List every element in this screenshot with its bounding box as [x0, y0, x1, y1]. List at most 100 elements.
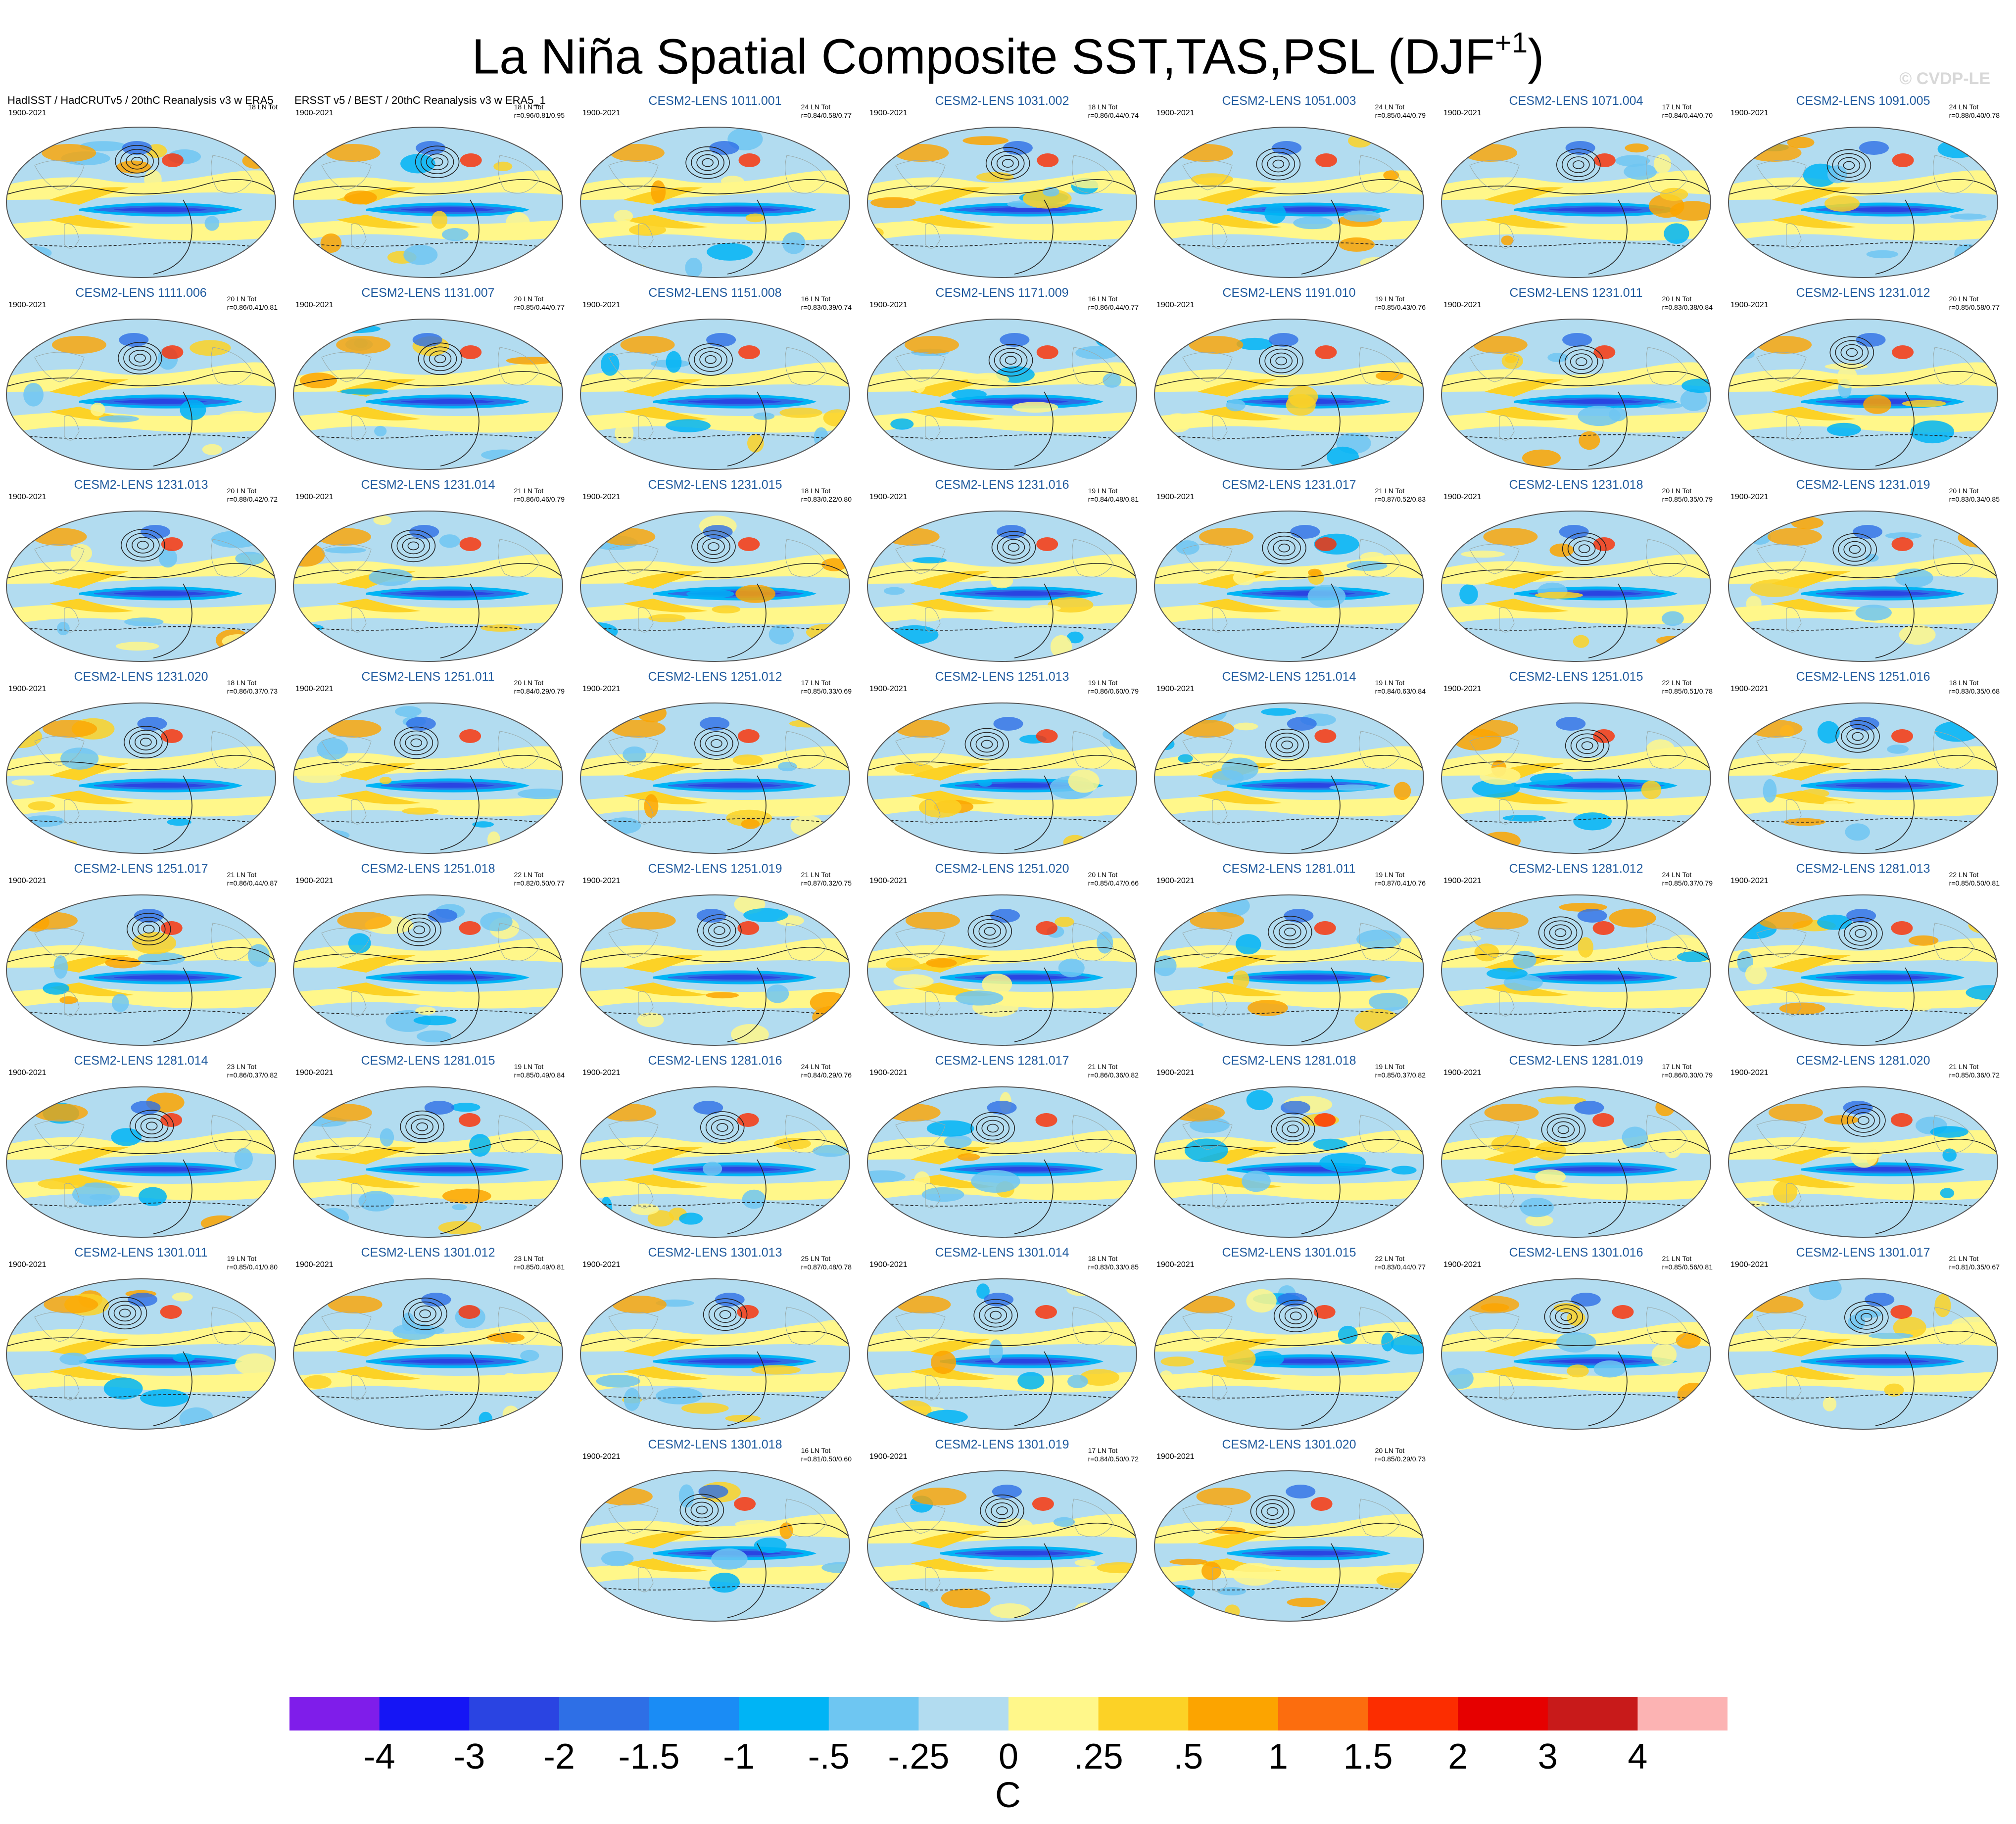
anomaly-blob	[1525, 1215, 1554, 1226]
psl-contour	[1846, 728, 1869, 745]
anomaly-blob	[251, 721, 272, 740]
panel-period: 1900-2021	[582, 1069, 621, 1077]
psl-contour	[697, 914, 742, 947]
psl-contour	[1261, 151, 1296, 177]
cold-tongue-core	[1549, 207, 1643, 212]
map-border	[293, 1278, 563, 1430]
anomaly-blob	[990, 1603, 1030, 1619]
anomaly-blob	[402, 807, 439, 815]
psl-contour	[126, 913, 171, 945]
panel-count: 23 LN Tot	[514, 1255, 544, 1263]
psl-contour-negative	[6, 1009, 276, 1018]
panel-count: 21 LN Tot	[1949, 1063, 1979, 1071]
map-panel: CESM2-LENS 1231.014 1900-2021 21 LN Tot r=0…	[289, 478, 567, 666]
warm-band-north	[6, 362, 276, 392]
panel-stats: 21 LN Tot r=0.86/0.44/0.87	[227, 871, 278, 888]
anomaly-blob	[1746, 596, 1762, 612]
anomaly-blob	[43, 982, 70, 995]
anomaly-blob	[990, 573, 1013, 589]
anomaly-blob	[782, 232, 806, 254]
psl-contour	[1014, 1543, 1054, 1618]
panel-title: CESM2-LENS 1151.008	[648, 286, 782, 300]
psl-contour	[1014, 775, 1054, 850]
psl-contour	[1559, 345, 1604, 378]
panel-period: 1900-2021	[1730, 685, 1769, 693]
anomaly-blob	[115, 642, 159, 651]
anomaly-blob	[666, 351, 682, 373]
atlantic-warm-blob	[1036, 729, 1058, 743]
colorbar-tick-label: 1.5	[1343, 1737, 1393, 1777]
anomaly-blob	[941, 1589, 991, 1608]
panel-count: 17 LN Tot	[1662, 103, 1692, 111]
psl-contour	[405, 1114, 439, 1139]
warm-band-north	[293, 362, 563, 392]
panel-count: 18 LN Tot	[227, 679, 257, 687]
robinson-map	[580, 511, 850, 662]
anomaly-blob	[1338, 1325, 1358, 1344]
psl-contour	[153, 1351, 192, 1426]
anomaly-blob	[1573, 812, 1612, 831]
anomaly-blob	[70, 544, 93, 562]
anomaly-blob	[989, 1339, 1003, 1363]
robinson-map	[1441, 1278, 1711, 1430]
map-border	[6, 702, 276, 854]
anomaly-blob	[821, 1562, 850, 1573]
anomaly-blob	[1058, 958, 1085, 978]
panel-title: CESM2-LENS 1301.020	[1222, 1438, 1356, 1451]
colorbar-swatch	[828, 1697, 919, 1730]
panel-correlation: r=0.85/0.35/0.79	[1662, 495, 1713, 503]
psl-contour-negative	[6, 433, 276, 442]
anomaly-blob	[103, 1377, 143, 1400]
title-superscript: +1	[1495, 27, 1528, 59]
anomaly-blob	[296, 770, 341, 783]
psl-contour	[1588, 967, 1628, 1042]
colorbar-swatch	[649, 1697, 739, 1730]
panel-period: 1900-2021	[1156, 1452, 1195, 1461]
warm-arm-north	[1485, 571, 1564, 589]
psl-contour	[699, 351, 722, 368]
psl-contour	[408, 921, 431, 938]
panel-title: CESM2-LENS 1191.010	[1222, 286, 1356, 300]
psl-contour	[1273, 1300, 1318, 1332]
anomaly-blob	[403, 244, 438, 265]
psl-contour	[119, 1309, 131, 1318]
continent-outline	[608, 1503, 659, 1534]
panel-correlation: r=0.88/0.42/0.72	[227, 495, 278, 503]
warm-arm-south	[1198, 791, 1282, 804]
atlantic-warm-blob	[738, 153, 761, 167]
continent-outline	[1646, 1115, 1688, 1154]
warm-arm-north	[624, 1339, 703, 1356]
panel-stats: 20 LN Tot r=0.86/0.41/0.81	[227, 295, 278, 312]
continent-outline	[321, 1120, 372, 1150]
arctic-warm-blob	[1199, 528, 1254, 546]
warm-arm-south	[49, 791, 134, 804]
atlantic-warm-blob	[459, 537, 481, 551]
psl-contour	[727, 199, 767, 275]
psl-contour	[1565, 729, 1610, 762]
psl-contour	[434, 354, 446, 364]
panel-title: CESM2-LENS 1251.016	[1796, 670, 1930, 684]
psl-contour	[135, 1114, 169, 1138]
psl-contour	[1281, 1121, 1304, 1137]
psl-contour	[996, 1506, 1008, 1515]
psl-contour-negative	[6, 817, 276, 826]
atlantic-warm-blob	[1592, 1113, 1615, 1127]
psl-contour	[153, 199, 192, 275]
panel-title: CESM2-LENS 1281.020	[1796, 1054, 1930, 1068]
psl-contour	[1008, 543, 1020, 552]
anomaly-blob	[1287, 1597, 1326, 1607]
panel-period: 1900-2021	[869, 877, 908, 885]
panel-stats: 21 LN Tot r=0.85/0.56/0.81	[1662, 1255, 1713, 1271]
panel-correlation: r=0.82/0.50/0.77	[514, 879, 565, 887]
warm-arm-south	[49, 215, 134, 229]
psl-contour	[1552, 1121, 1575, 1138]
anomaly-blob	[1223, 1347, 1256, 1371]
panel-stats: 20 LN Tot r=0.85/0.58/0.77	[1949, 295, 2000, 312]
anomaly-blob	[1954, 244, 1981, 264]
continent-outline	[1646, 731, 1688, 770]
psl-contour-negative	[1441, 433, 1711, 442]
anomaly-blob	[1158, 133, 1186, 155]
arctic-warm-blob	[895, 720, 950, 738]
arctic-cold-blob	[1000, 333, 1030, 347]
psl-contour	[1841, 1104, 1886, 1137]
